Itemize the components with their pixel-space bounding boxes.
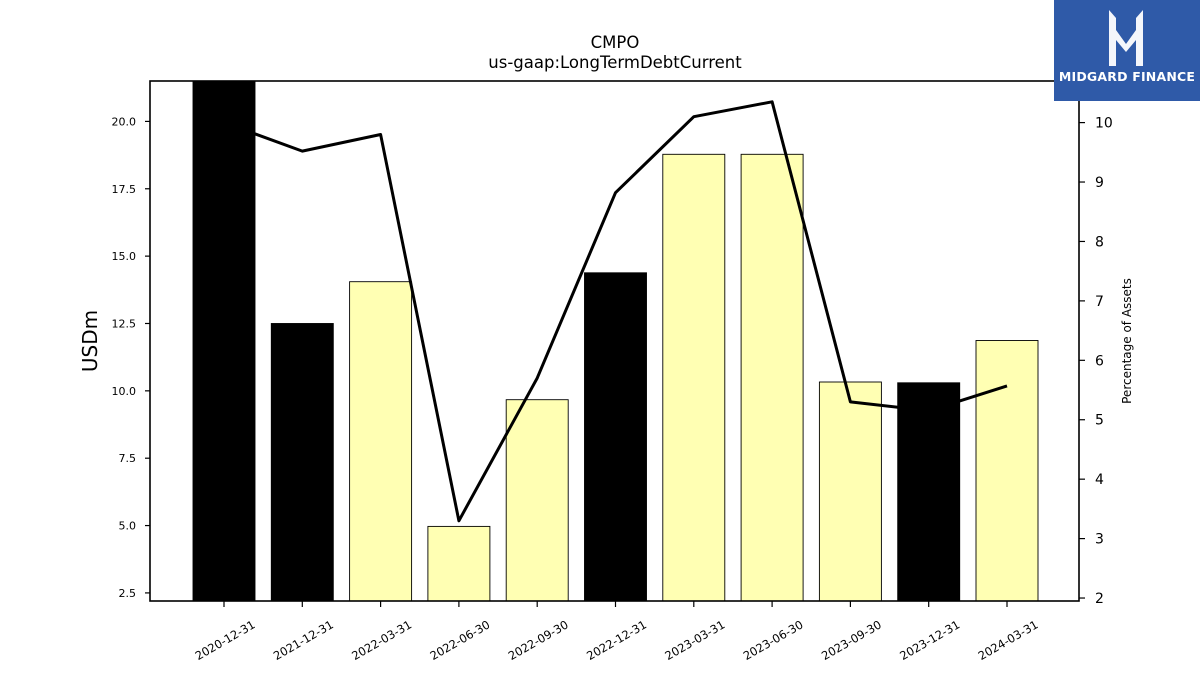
plot-frame	[149, 80, 1080, 602]
x-tick-label: 2023-12-31	[897, 617, 962, 663]
y2-tick-label: 4	[1095, 472, 1104, 488]
y-tick-label: 12.5	[112, 317, 137, 330]
x-tick-label: 2022-03-31	[349, 617, 414, 663]
bar	[192, 80, 256, 602]
chart-title: CMPO	[591, 33, 640, 52]
percentage-line	[223, 100, 1008, 523]
y2-tick-label: 8	[1095, 234, 1104, 250]
y-axis-label: USDm	[78, 310, 102, 372]
bar	[584, 272, 647, 602]
bar	[740, 153, 804, 602]
bar	[349, 281, 413, 602]
y2-axis-label: Percentage of Assets	[1120, 278, 1134, 404]
x-tick-label: 2023-09-30	[819, 617, 884, 663]
y2-tick-label: 9	[1095, 175, 1104, 191]
y-tick-label: 2.5	[119, 587, 137, 600]
x-tick-label: 2020-12-31	[193, 617, 258, 663]
x-tick-label: 2022-09-30	[506, 617, 571, 663]
bar	[270, 323, 334, 602]
x-tick-label: 2021-12-31	[271, 617, 336, 663]
y2-tick-label: 7	[1095, 294, 1104, 310]
y-tick-label: 10.0	[112, 385, 137, 398]
y2-tick-label: 3	[1095, 532, 1104, 548]
x-tick-label: 2022-06-30	[428, 617, 493, 663]
y2-tick-label: 2	[1095, 591, 1104, 607]
y-tick-label: 17.5	[112, 183, 137, 196]
y-tick-label: 20.0	[112, 115, 137, 128]
y2-tick-label: 6	[1095, 353, 1104, 369]
y-axis-right: 2 3 4 5 6 7 8 9 10	[1079, 116, 1113, 607]
bar	[975, 340, 1039, 602]
logo-mark-icon	[1109, 10, 1143, 66]
y-tick-label: 15.0	[112, 250, 137, 263]
line-series	[223, 100, 1008, 523]
bar	[897, 382, 961, 602]
x-tick-label: 2023-06-30	[741, 617, 806, 663]
chart-subtitle: us-gaap:LongTermDebtCurrent	[488, 53, 742, 72]
bar	[662, 153, 726, 602]
bar-series	[192, 80, 1039, 602]
x-tick-label: 2022-12-31	[584, 617, 649, 663]
y2-tick-label: 5	[1095, 413, 1104, 429]
bar	[818, 381, 882, 602]
bar	[505, 399, 569, 602]
bar	[427, 525, 491, 602]
x-tick-label: 2023-03-31	[662, 617, 727, 663]
logo-text: MIDGARD FINANCE	[1058, 69, 1196, 84]
y-axis-left: 2.5 5.0 7.5 10.0 12.5 15.0 17.5 20.0	[112, 115, 150, 600]
y-tick-label: 7.5	[119, 452, 137, 465]
midgard-finance-logo: MIDGARD FINANCE	[1054, 0, 1200, 101]
x-axis: 2020-12-31 2021-12-31 2022-03-31 2022-06-30…	[193, 601, 1041, 663]
y-tick-label: 5.0	[119, 520, 137, 533]
y2-tick-label: 10	[1095, 116, 1113, 132]
x-tick-label: 2024-03-31	[976, 617, 1041, 663]
